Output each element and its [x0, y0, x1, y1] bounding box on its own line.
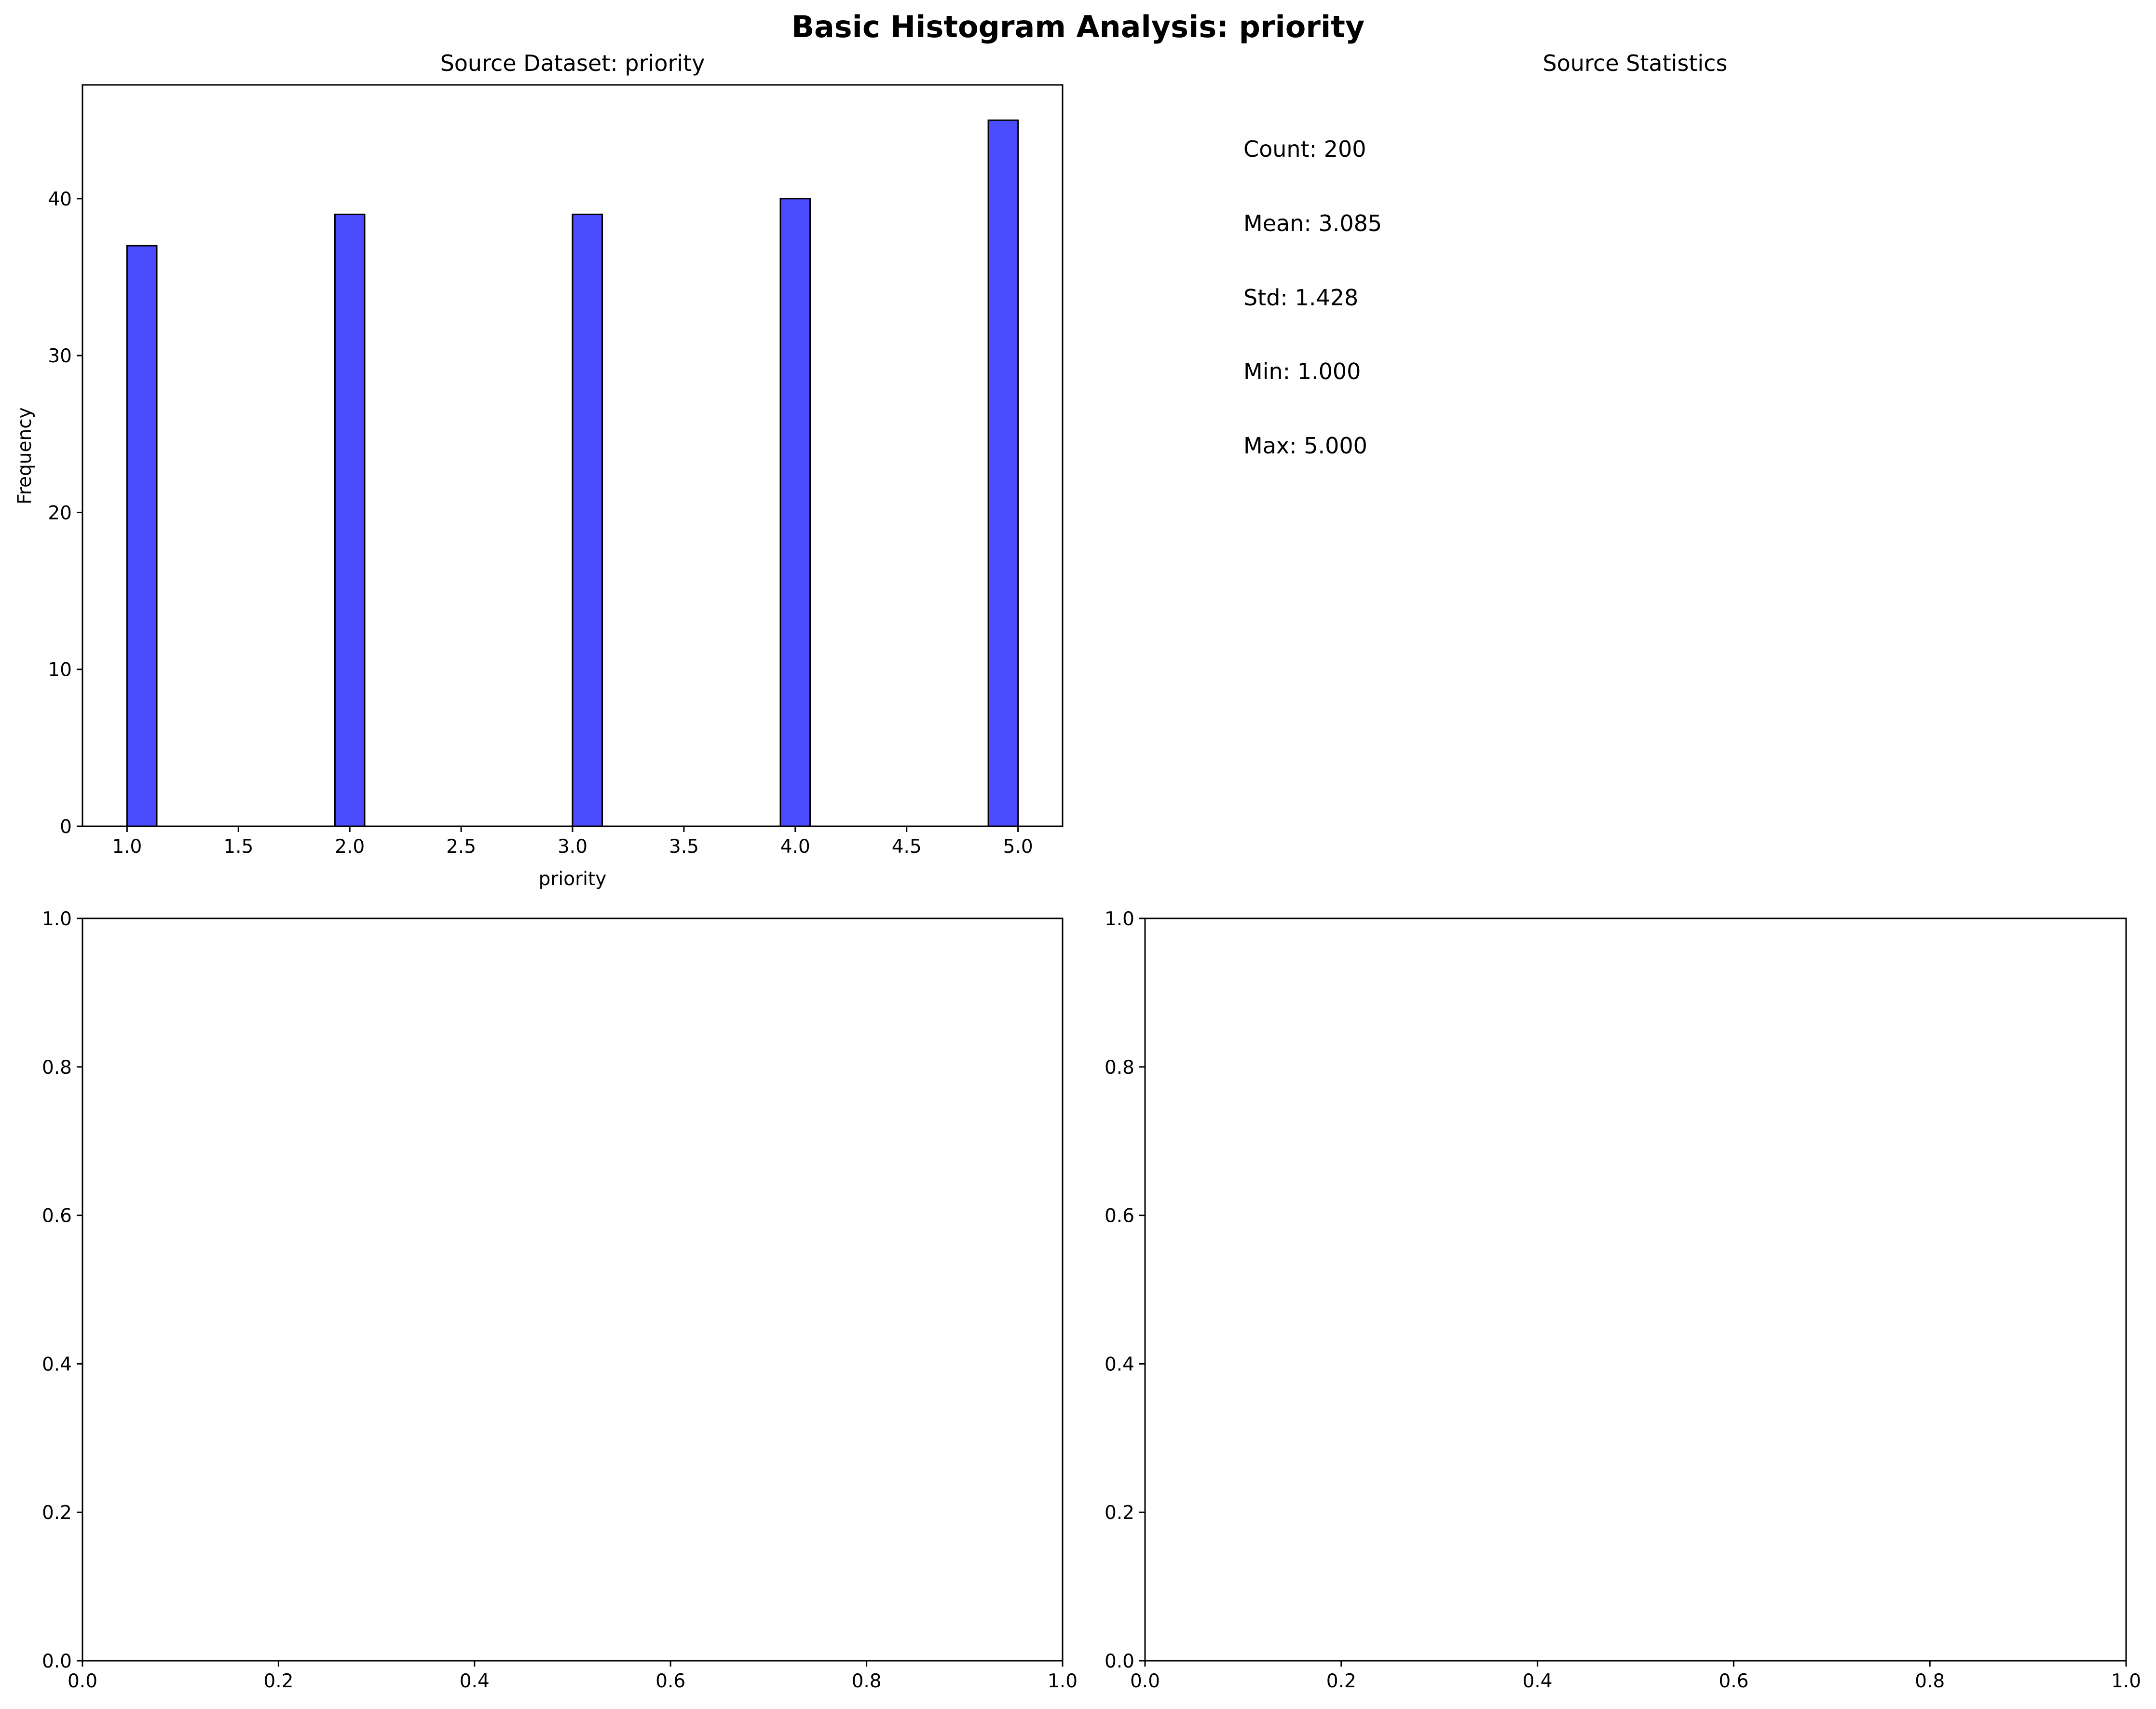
empty-axes-left-ticks: 0.0 0.2 0.4 0.6 0.8 1.0 0.0 0.2 0.4 0.6 0.8 1.0	[42, 908, 1078, 1692]
histogram-bar-5	[987, 119, 1019, 827]
empty-axes-x-tick-label: 0.0	[68, 1670, 97, 1692]
stat-max: Max: 5.000	[1243, 433, 1367, 459]
empty-axes-x-tick-label: 0.6	[1719, 1670, 1748, 1692]
statistics-panel: Source Statistics Count: 200 Mean: 3.085…	[1243, 50, 1727, 459]
stat-min: Min: 1.000	[1243, 358, 1361, 384]
empty-axes-x-tick-label: 0.8	[852, 1670, 882, 1692]
empty-axes-x-tick-label: 1.0	[1048, 1670, 1078, 1692]
empty-axes-y-tick-label: 0.8	[42, 1057, 72, 1079]
histogram-y-tick-label: 10	[48, 659, 72, 681]
histogram-y-tick-label: 20	[48, 502, 72, 524]
empty-axes-x-tick-label: 1.0	[2111, 1670, 2141, 1692]
empty-axes-y-tick-label: 1.0	[42, 908, 72, 930]
empty-axes-x-tick-label: 0.0	[1130, 1670, 1160, 1692]
empty-axes-frame-right	[1144, 917, 2127, 1662]
empty-axes-y-tick-label: 0.2	[42, 1502, 72, 1524]
statistics-title: Source Statistics	[1543, 50, 1728, 76]
histogram-x-tick-label: 5.0	[1003, 836, 1033, 858]
histogram-y-tick-label: 40	[48, 189, 72, 210]
histogram-y-ticks: 0 10 20 30 40	[48, 189, 82, 838]
histogram-x-tick-label: 3.5	[669, 836, 699, 858]
empty-axes-y-tick-label: 0.6	[42, 1205, 72, 1227]
histogram-x-tick-label: 2.0	[335, 836, 365, 858]
histogram-x-ticks: 1.0 1.5 2.0 2.5 3.0 3.5 4.0 4.5 5.0	[112, 826, 1033, 858]
histogram-bar-4	[779, 198, 811, 827]
histogram-bar-1	[126, 245, 158, 827]
empty-axes-frame-left	[82, 917, 1064, 1662]
empty-axes-bottom-left: 0.0 0.2 0.4 0.6 0.8 1.0 0.0 0.2 0.4 0.6 0.8 1.0	[42, 908, 1078, 1692]
stat-mean: Mean: 3.085	[1243, 210, 1382, 236]
empty-axes-x-tick-label: 0.4	[460, 1670, 490, 1692]
empty-axes-y-tick-label: 1.0	[1105, 908, 1134, 930]
histogram-x-tick-label: 2.5	[446, 836, 476, 858]
histogram-x-tick-label: 3.0	[558, 836, 587, 858]
empty-axes-y-tick-label: 0.8	[1105, 1057, 1134, 1079]
empty-axes-x-tick-label: 0.2	[1326, 1670, 1356, 1692]
figure-suptitle: Basic Histogram Analysis: priority	[791, 9, 1365, 44]
histogram-x-tick-label: 1.0	[112, 836, 142, 858]
histogram-bars	[126, 119, 1019, 827]
empty-axes-x-tick-label: 0.4	[1523, 1670, 1553, 1692]
histogram-title: Source Dataset: priority	[440, 50, 705, 76]
empty-axes-bottom-right: 0.0 0.2 0.4 0.6 0.8 1.0 0.0 0.2 0.4 0.6 0.8 1.0	[1105, 908, 2141, 1692]
empty-axes-x-tick-label: 0.2	[263, 1670, 293, 1692]
stat-count: Count: 200	[1243, 136, 1366, 162]
histogram-x-axis-label: priority	[539, 868, 607, 890]
empty-axes-x-tick-label: 0.8	[1915, 1670, 1945, 1692]
empty-axes-right-ticks: 0.0 0.2 0.4 0.6 0.8 1.0 0.0 0.2 0.4 0.6 0.8 1.0	[1105, 908, 2141, 1692]
histogram-bar-2	[334, 213, 366, 827]
empty-axes-y-tick-label: 0.0	[42, 1651, 72, 1672]
histogram-panel: Source Dataset: priority 1.0 1.5 2.0 2.5 3.0…	[14, 50, 1064, 890]
empty-axes-y-tick-label: 0.0	[1105, 1651, 1134, 1672]
histogram-x-tick-label: 1.5	[223, 836, 253, 858]
empty-axes-y-tick-label: 0.6	[1105, 1205, 1134, 1227]
histogram-x-tick-label: 4.5	[892, 836, 922, 858]
empty-axes-x-tick-label: 0.6	[655, 1670, 685, 1692]
histogram-y-tick-label: 30	[48, 345, 72, 367]
histogram-x-tick-label: 4.0	[780, 836, 810, 858]
empty-axes-y-tick-label: 0.4	[42, 1354, 72, 1375]
empty-axes-y-tick-label: 0.4	[1105, 1354, 1134, 1375]
stat-std: Std: 1.428	[1243, 285, 1358, 311]
empty-axes-y-tick-label: 0.2	[1105, 1502, 1134, 1524]
histogram-bar-3	[572, 213, 603, 827]
histogram-y-tick-label: 0	[60, 816, 72, 838]
histogram-y-axis-label: Frequency	[14, 407, 36, 504]
